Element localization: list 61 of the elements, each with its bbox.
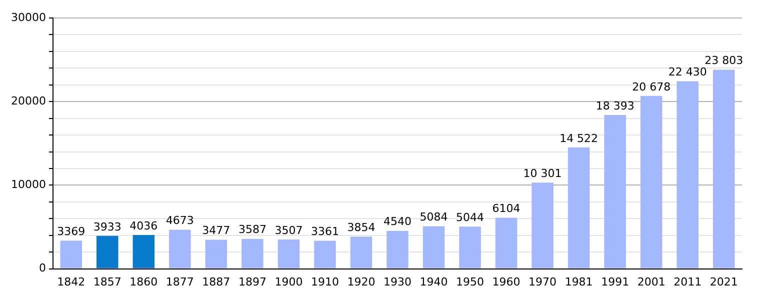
bar (640, 96, 662, 268)
data-label: 20 678 (632, 80, 671, 94)
x-tick-label: 2001 (637, 275, 666, 288)
data-label: 5084 (420, 210, 448, 224)
bar (132, 235, 155, 268)
bar (242, 238, 264, 268)
x-tick-label: 1950 (456, 275, 484, 288)
data-label: 3587 (238, 223, 266, 236)
x-tick-label: 1960 (492, 275, 520, 288)
x-tick-label: 2011 (674, 275, 702, 288)
x-tick-label: 1910 (310, 275, 339, 288)
bar (532, 182, 554, 268)
bar (676, 81, 698, 268)
data-label: 3477 (202, 224, 230, 238)
data-label: 10 301 (523, 167, 562, 180)
x-tick-label: 1897 (238, 275, 266, 288)
data-label: 23 803 (704, 54, 744, 68)
bar (278, 239, 300, 268)
x-tick-label: 1842 (57, 275, 86, 288)
bar (314, 240, 336, 268)
y-tick-label: 20000 (10, 94, 46, 108)
data-label: 6104 (492, 202, 520, 216)
x-tick-label: 1860 (130, 275, 158, 288)
bar (712, 70, 735, 268)
bar (350, 236, 372, 268)
data-label: 14 522 (560, 132, 598, 145)
x-tick-label: 1887 (202, 275, 230, 288)
bar (604, 115, 626, 268)
x-tick-label: 1970 (528, 275, 557, 288)
y-tick-label: 30000 (10, 10, 46, 24)
bar (568, 147, 590, 268)
bar (386, 230, 408, 268)
bar (459, 226, 481, 268)
y-tick-label: 0 (38, 262, 46, 275)
data-label: 4673 (166, 214, 194, 228)
bar (60, 240, 82, 268)
data-label: 3854 (347, 220, 376, 234)
bar (96, 236, 118, 268)
data-label: 5044 (456, 210, 484, 224)
y-tick-label: 10000 (10, 178, 46, 192)
x-tick-label: 1920 (347, 275, 376, 288)
x-tick-label: 1900 (274, 275, 303, 288)
data-label: 3361 (310, 225, 339, 238)
x-tick-label: 1877 (166, 275, 194, 288)
bar (205, 240, 228, 268)
x-tick-label: 1991 (601, 275, 630, 288)
data-label: 3369 (57, 224, 86, 238)
data-label: 4036 (130, 219, 158, 232)
x-tick-label: 1981 (564, 275, 593, 288)
data-label: 18 393 (596, 99, 634, 112)
data-label: 3933 (93, 220, 122, 234)
x-tick-label: 2021 (710, 275, 738, 288)
bar (422, 226, 445, 268)
bar (169, 230, 191, 268)
data-label: 3507 (274, 224, 303, 237)
bar (495, 218, 518, 268)
x-tick-label: 1930 (383, 275, 412, 288)
x-tick-label: 1857 (93, 275, 122, 288)
data-label: 22 430 (668, 66, 707, 79)
data-label: 4540 (383, 215, 412, 228)
x-tick-label: 1940 (420, 275, 448, 288)
